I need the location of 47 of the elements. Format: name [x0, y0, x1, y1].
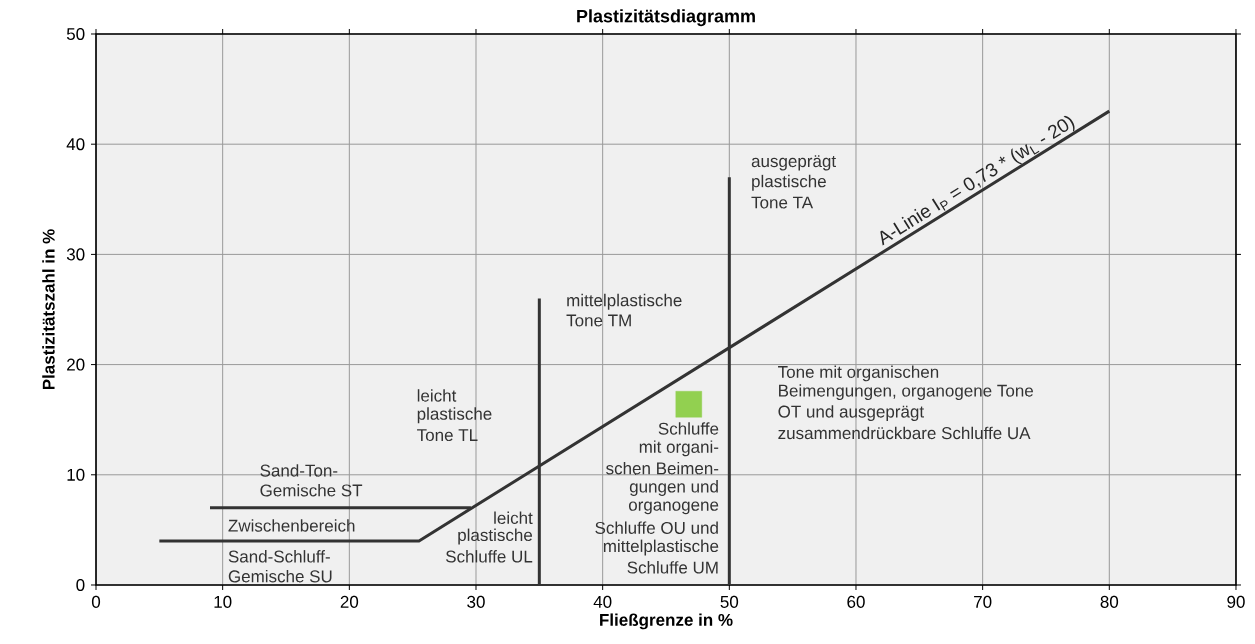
annotation: mit organi- [639, 440, 719, 457]
annotation: Tone TL [417, 429, 478, 442]
annotation: Schluffe OU und [595, 521, 718, 534]
y-tick-label: 20 [67, 358, 85, 371]
annotation: mittelplastische [567, 293, 682, 310]
x-tick-label: 60 [847, 595, 865, 608]
annotation: Schluffe UM [627, 561, 718, 574]
x-tick-label: 70 [974, 595, 992, 608]
y-tick-label: 0 [76, 578, 85, 592]
x-axis-title: Fließgrenze in % [600, 613, 733, 630]
annotation: gungen und [629, 480, 718, 496]
annotation: Gemische ST [260, 483, 363, 497]
annotation: Beimengungen, organogene Tone [779, 384, 1034, 401]
annotation: plastische [458, 528, 533, 545]
annotation: schen Beimen- [606, 461, 719, 475]
x-tick-label: 0 [91, 595, 101, 608]
x-tick-label: 30 [467, 595, 485, 608]
annotation: Tone mit organischen [778, 365, 939, 382]
annotation: Zwischenbereich [228, 519, 355, 532]
x-tick-label: 10 [214, 595, 232, 608]
annotation: ausgeprägt [751, 155, 836, 171]
annotation: Gemische SU [228, 569, 332, 583]
annotation: OT und ausgeprägt [778, 405, 924, 421]
annotation: Tone TM [566, 314, 631, 327]
annotation: leicht [494, 511, 533, 525]
annotation: organogene [628, 501, 719, 515]
annotation: Schluffe UL [445, 550, 533, 563]
annotation: Sand-Ton- [260, 464, 338, 477]
y-axis-title: Plastizitätszahl in % [42, 229, 55, 390]
annotation: Sand-Schluff- [228, 550, 330, 563]
y-tick-label: 10 [67, 468, 85, 481]
y-tick-label: 40 [66, 138, 85, 151]
x-tick-label: 90 [1227, 595, 1245, 608]
x-tick-label: 80 [1100, 595, 1119, 608]
x-tick-label: 50 [720, 595, 739, 608]
chart-title: Plastizitätsdiagramm [577, 9, 755, 27]
x-tick-label: 20 [340, 595, 359, 608]
annotation: Tone TA [751, 196, 814, 209]
annotation: zusammendrückbare Schluffe UA [778, 426, 1031, 440]
y-tick-label: 50 [66, 27, 85, 41]
annotation: plastische [417, 407, 492, 424]
annotation: plastische [752, 174, 826, 191]
annotation: Schluffe [658, 422, 719, 435]
y-tick-label: 30 [66, 248, 85, 261]
annotation: leicht [417, 389, 457, 402]
annotation: mittelplastische [603, 539, 719, 556]
x-tick-label: 40 [593, 595, 612, 608]
